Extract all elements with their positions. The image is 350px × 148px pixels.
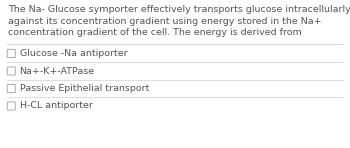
Text: The Na- Glucose symporter effectively transports glucose intracellularly: The Na- Glucose symporter effectively tr… xyxy=(8,5,350,14)
Text: concentration gradient of the cell. The energy is derived from: concentration gradient of the cell. The … xyxy=(8,28,302,37)
Text: against its concentration gradient using energy stored in the Na+: against its concentration gradient using… xyxy=(8,16,322,25)
Text: H-CL antiporter: H-CL antiporter xyxy=(20,102,92,111)
Text: Glucose -Na antiporter: Glucose -Na antiporter xyxy=(20,49,127,58)
Text: Passive Epithelial transport: Passive Epithelial transport xyxy=(20,84,149,93)
FancyBboxPatch shape xyxy=(7,85,15,92)
FancyBboxPatch shape xyxy=(7,49,15,58)
FancyBboxPatch shape xyxy=(7,67,15,75)
FancyBboxPatch shape xyxy=(7,102,15,110)
Text: Na+-K+-ATPase: Na+-K+-ATPase xyxy=(20,66,94,75)
